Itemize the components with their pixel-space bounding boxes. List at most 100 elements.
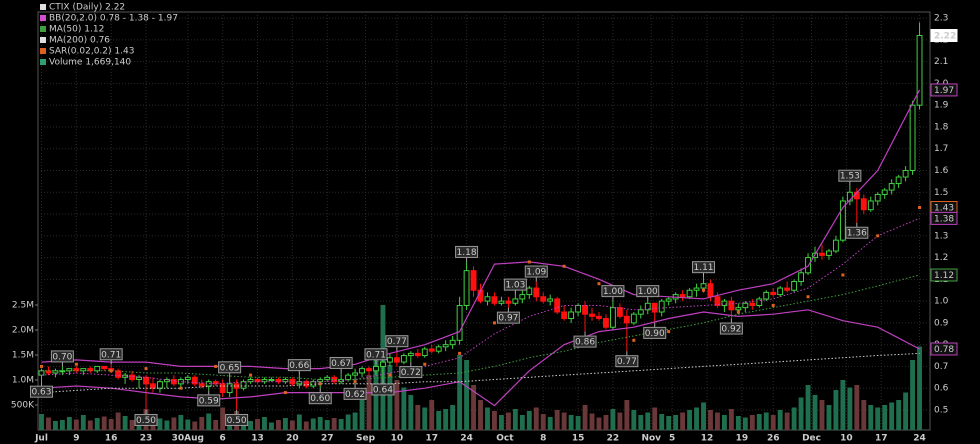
annotation-label: 0.66 [289,361,309,371]
candle-body [428,348,435,352]
annotation-label: 1.03 [505,281,525,291]
volume-bar [896,400,902,430]
candle-body [163,378,170,383]
volume-bar [561,412,567,430]
candle-body [826,250,832,256]
annotation-box [643,326,667,339]
volume-bar [638,415,644,430]
candle-body [589,313,595,317]
volume-bar [282,418,288,430]
volume-bar [784,412,790,430]
legend-label: Volume 1,669,140 [49,58,131,68]
volume-bar [610,409,616,430]
volume-bar [429,400,435,430]
x-tick-label: 5 [669,434,675,444]
volume-bar [875,407,881,430]
volume-bar [826,405,832,430]
volume-bar [157,418,163,430]
candle-body [763,291,770,300]
annotation-box [838,169,862,182]
candle-body [456,304,463,341]
candle-body [380,361,386,367]
sar-dot [876,234,880,238]
candle-body [630,313,637,324]
annotation-box [225,413,249,426]
legend-label: MA(50) 1.12 [49,25,104,35]
volume-bar [129,420,135,430]
volume-bar [847,387,853,430]
legend-swatch [40,59,46,65]
candle-body [735,307,742,311]
volume-bar [589,413,595,430]
annotation-box [364,348,388,361]
sar-dot [632,338,636,342]
annotation-label: 1.00 [638,287,658,297]
candle-body [129,374,136,380]
volume-bar [833,390,839,430]
annotation-label: 0.62 [345,390,365,400]
annotation-label: 1.36 [847,229,867,239]
candle-body [303,381,310,387]
overlay-line [41,217,920,385]
annotation-box [99,348,123,361]
x-tick-label: 19 [736,434,749,444]
x-tick-label: 23 [140,434,153,444]
y-tick-label: 1.2 [934,253,948,263]
candle-body [867,200,874,211]
volume-bar [889,402,895,430]
annotation-box [218,361,242,374]
candle-body [219,383,226,394]
candle-body [157,381,163,389]
candle-body [791,281,798,291]
candle-body [686,289,693,298]
volume-bar [903,392,909,430]
candle-body [435,346,442,352]
candle-body [170,378,177,385]
candle-body [449,339,456,346]
price-tag-label: 1.43 [934,204,954,214]
volume-bar [485,407,490,430]
sar-dot [179,386,183,390]
x-tick-label: 24 [460,434,473,444]
volume-bar [73,419,79,430]
candle-body [393,357,400,363]
x-tick-label: 26 [767,434,780,444]
candle-body [212,381,219,385]
volume-bar [408,395,414,430]
candle-body [484,296,491,302]
volume-bar [882,405,888,430]
sar-dot [492,321,496,325]
y-tick-label: 0.6 [934,384,949,394]
volume-bar [742,417,748,430]
x-tick-label: 13 [251,434,264,444]
candle-body [756,298,763,306]
volume-bar [617,412,623,430]
x-tick-label: 9 [73,434,79,444]
candle-body [261,378,268,383]
price-tag-label: 2.22 [934,32,956,42]
annotation-label: 0.70 [52,352,72,362]
candle-body [616,307,623,317]
volume-bar [324,420,330,430]
candle-body [296,381,303,385]
annotation-label: 1.09 [526,268,546,278]
volume-bar [819,400,825,430]
x-tick-label: 16 [105,434,118,444]
annotation-box [134,413,158,426]
y-tick-label: 0.7 [934,362,948,372]
candle-body [254,378,261,383]
volume-bar [122,416,128,430]
volume-bar [471,385,476,430]
volume-bar [680,412,686,430]
volume-bar [289,420,295,430]
volume-bar [255,419,260,430]
sar-dot [918,206,922,210]
candle-body [665,298,672,302]
volume-bar [868,405,874,430]
annotation-box [308,392,332,405]
volume-bar [519,415,525,430]
candle-body [240,381,247,389]
candle-body [874,193,881,202]
candle-body [784,287,791,291]
sar-dot [39,364,43,368]
